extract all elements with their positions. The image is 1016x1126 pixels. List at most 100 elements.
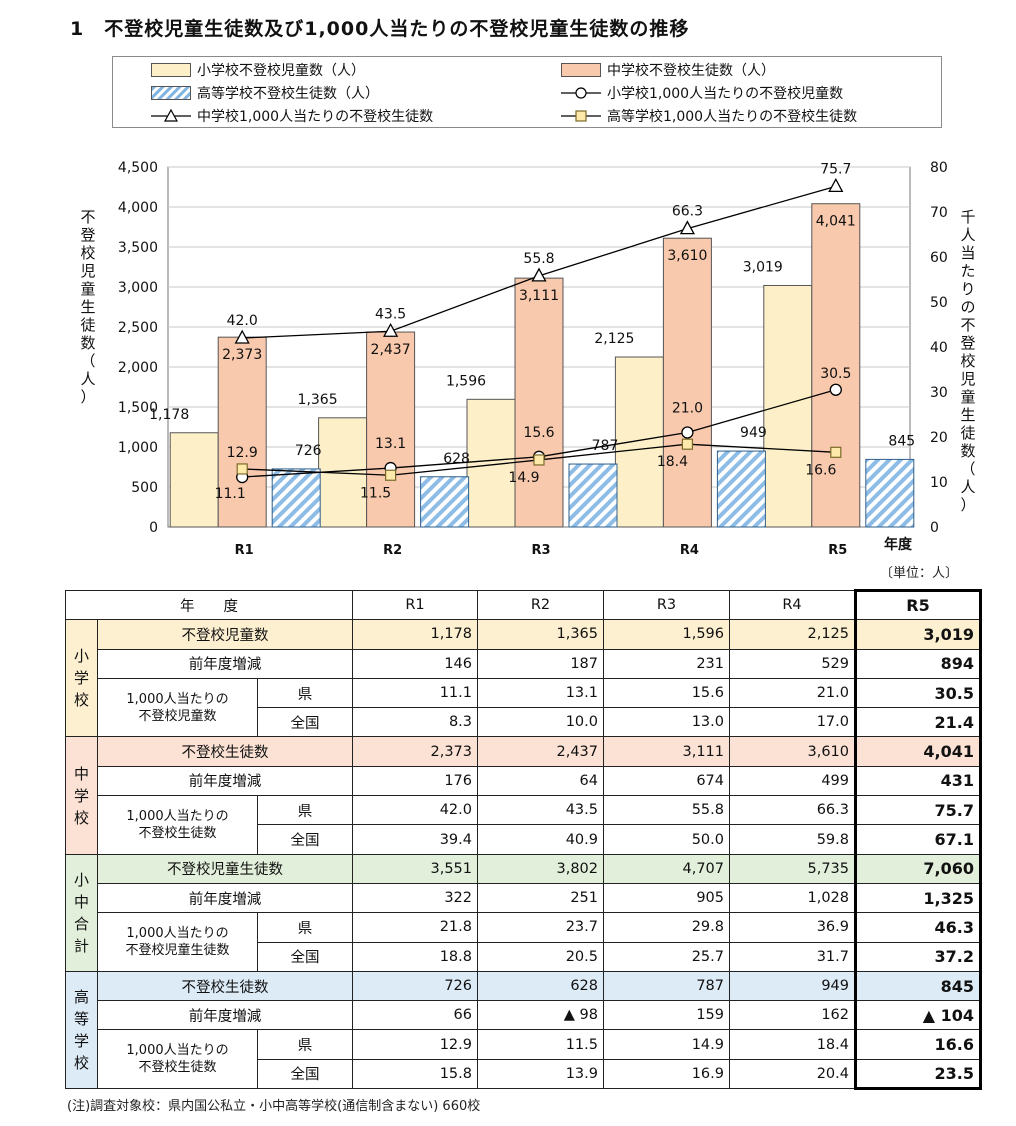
metric-per-label: 1,000人当たりの 不登校生徒数 bbox=[97, 1029, 258, 1090]
line-label-elementary: 30.5 bbox=[820, 366, 851, 382]
y-left-tick-label: 0 bbox=[149, 520, 158, 536]
line-label-hs: 18.4 bbox=[657, 454, 688, 470]
line-label-jh: 42.0 bbox=[227, 313, 258, 329]
footnote: (注)調査対象校：県内国公私立・小中高等学校(通信制含まない) 660校 bbox=[67, 1099, 481, 1114]
y-left-tick-label: 1,500 bbox=[118, 400, 158, 416]
y-left-tick-label: 2,000 bbox=[118, 360, 158, 376]
table-row: 小中合計不登校児童生徒数 3,551 3,802 4,707 5,735 7,060 bbox=[65, 853, 982, 972]
bar-label-elementary: 1,365 bbox=[298, 392, 338, 408]
line-label-jh: 43.5 bbox=[375, 306, 406, 322]
y-right-tick-label: 0 bbox=[930, 520, 939, 536]
page-title: 1 不登校児童生徒数及び1,000人当たりの不登校児童生徒数の推移 bbox=[70, 18, 690, 40]
table-header-row: 年 度 R1 R2 R3 R4 R5 bbox=[65, 588, 982, 621]
table-row: 前年度増減 66 ▲ 98 159 162 ▲ 104 bbox=[66, 1000, 982, 1031]
y-left-tick-label: 3,500 bbox=[118, 240, 158, 256]
cell-nat: 8.3 bbox=[352, 707, 478, 738]
cell-change: 64 bbox=[477, 765, 604, 797]
marker-triangle bbox=[828, 177, 844, 193]
y-right-tick-label: 50 bbox=[930, 295, 948, 311]
bar-label-elementary: 2,125 bbox=[594, 331, 634, 347]
cell-change: 231 bbox=[603, 648, 730, 679]
bar-elementary bbox=[169, 432, 219, 528]
y-right-tick-label: 40 bbox=[930, 340, 948, 356]
cell-nat: 31.7 bbox=[729, 941, 856, 972]
bar-jh bbox=[514, 277, 564, 528]
metric-change-label: 前年度増減 bbox=[97, 1000, 353, 1031]
cell-nat: 21.4 bbox=[854, 707, 982, 738]
marker-triangle bbox=[531, 267, 547, 282]
cell-change: 431 bbox=[854, 765, 982, 797]
bar-hs bbox=[865, 458, 915, 528]
line-label-jh: 75.7 bbox=[820, 161, 851, 177]
bar-label-hs: 845 bbox=[888, 433, 915, 449]
metric-main-label: 不登校生徒数 bbox=[97, 736, 353, 767]
cell-nat: 10.0 bbox=[477, 707, 604, 738]
marker-triangle bbox=[234, 329, 250, 344]
cell-pref: 75.7 bbox=[854, 795, 982, 826]
cell-main: 949 bbox=[729, 970, 856, 1002]
metric-per-label: 1,000人当たりの 不登校生徒数 bbox=[97, 795, 258, 855]
y-left-tick-label: 1,000 bbox=[118, 440, 158, 456]
y-left-tick-label: 4,500 bbox=[118, 160, 158, 176]
marker-square bbox=[681, 438, 694, 450]
y-right-axis-title: 千人当たりの不登校児童生徒数（人） bbox=[960, 208, 975, 514]
table-row: 前年度増減 176 64 674 499 431 bbox=[66, 765, 982, 797]
y-left-tick-label: 3,000 bbox=[118, 280, 158, 296]
y-left-tick-label: 2,500 bbox=[118, 320, 158, 336]
bar-hs bbox=[420, 476, 470, 528]
table-row: 中学校不登校生徒数 2,373 2,437 3,111 3,610 4,041 bbox=[65, 736, 982, 855]
group-label: 小中合計 bbox=[65, 853, 98, 972]
nat-label: 全国 bbox=[257, 707, 353, 738]
chart-area: 05001,0001,5002,0002,5003,0003,5004,0004… bbox=[80, 160, 975, 558]
legend-elementary-line: 小学校1,000人当たりの不登校児童数 bbox=[561, 82, 843, 104]
cell-change: 159 bbox=[603, 1000, 730, 1031]
y-left-axis-title: 不登校児童生徒数（人） bbox=[80, 208, 95, 406]
y-right-tick-label: 30 bbox=[930, 385, 948, 401]
cell-nat: 37.2 bbox=[854, 941, 982, 972]
cell-main: 628 bbox=[477, 970, 604, 1002]
cell-pref: 30.5 bbox=[854, 677, 982, 709]
cell-pref: 21.0 bbox=[729, 677, 856, 709]
line-label-elementary: 13.1 bbox=[375, 436, 406, 452]
cell-pref: 15.6 bbox=[603, 677, 730, 709]
marker-square bbox=[533, 454, 545, 466]
cell-main: 7,060 bbox=[854, 853, 982, 884]
cell-main: 3,019 bbox=[854, 619, 982, 650]
cell-nat: 23.5 bbox=[854, 1058, 982, 1091]
chart-legend: 小学校不登校児童数（人） 中学校不登校生徒数（人） 高等学校不登校生徒数（人） … bbox=[112, 56, 942, 128]
cell-pref: 16.6 bbox=[854, 1029, 982, 1060]
legend-label: 高等学校不登校生徒数（人） bbox=[197, 86, 379, 102]
cell-main: 3,802 bbox=[477, 853, 604, 884]
cell-pref: 21.8 bbox=[352, 912, 478, 943]
pref-label: 県 bbox=[257, 912, 353, 943]
cell-main: 1,596 bbox=[603, 619, 730, 650]
line-label-elementary: 15.6 bbox=[523, 425, 554, 441]
x-axis-title: 年度 bbox=[884, 536, 913, 553]
line-label-jh: 66.3 bbox=[672, 204, 703, 220]
legend-swatch-jh bbox=[561, 63, 601, 77]
nat-label: 全国 bbox=[257, 824, 353, 855]
legend-marker-circle bbox=[561, 87, 601, 99]
cell-main: 4,707 bbox=[603, 853, 730, 884]
line-label-jh: 55.8 bbox=[523, 251, 554, 267]
metric-per-label: 1,000人当たりの 不登校児童生徒数 bbox=[97, 912, 258, 972]
table-row: 全国 8.3 10.0 13.0 17.0 21.4 bbox=[66, 707, 982, 738]
per-label-text: 1,000人当たりの 不登校生徒数 bbox=[126, 808, 229, 841]
y-left-tick-label: 500 bbox=[131, 480, 158, 496]
per-label-text: 1,000人当たりの 不登校生徒数 bbox=[126, 1043, 229, 1076]
unit-note: 〔単位：人〕 bbox=[880, 566, 959, 581]
cell-pref: 23.7 bbox=[477, 912, 604, 943]
year-col-header: R2 bbox=[477, 589, 604, 621]
cell-nat: 20.4 bbox=[729, 1058, 856, 1090]
cell-pref: 55.8 bbox=[603, 795, 730, 826]
cell-main: 5,735 bbox=[729, 853, 856, 884]
cell-change: 187 bbox=[477, 648, 604, 679]
bar-label-elementary: 1,178 bbox=[149, 407, 189, 423]
year-col-header: R5 bbox=[854, 588, 982, 621]
bar-label-elementary: 3,019 bbox=[743, 259, 783, 275]
bar-label-hs: 949 bbox=[740, 425, 767, 441]
cell-main: 2,373 bbox=[352, 736, 478, 767]
cell-nat: 59.8 bbox=[729, 824, 856, 855]
cell-main: 726 bbox=[352, 970, 478, 1002]
pref-label: 県 bbox=[257, 677, 353, 709]
